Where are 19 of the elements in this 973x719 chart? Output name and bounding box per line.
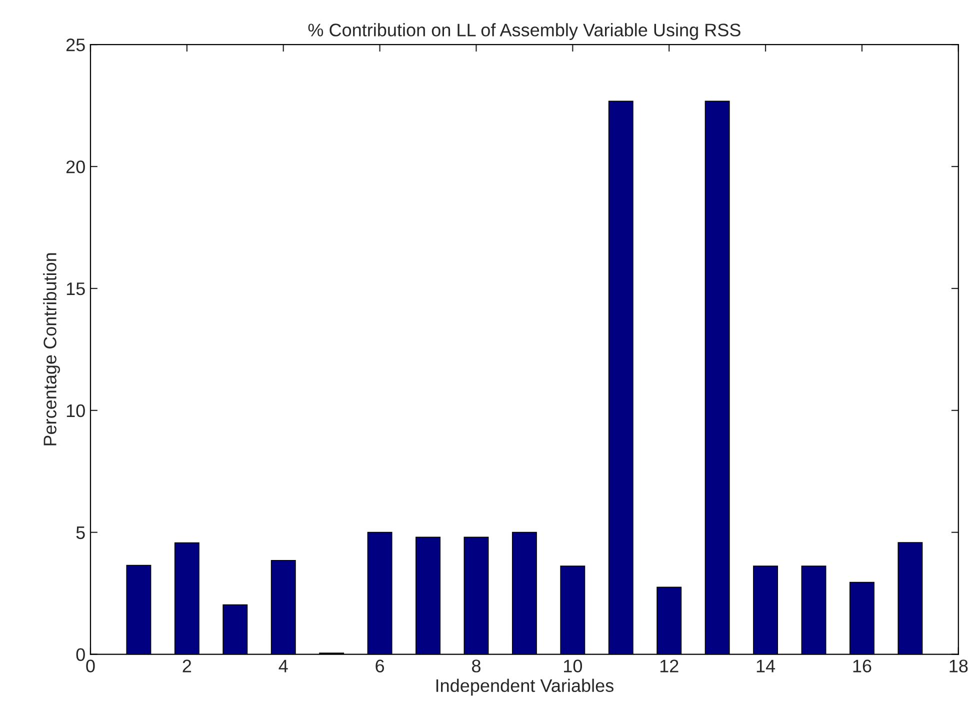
x-tick-label: 6 [376, 660, 384, 672]
chart-title: % Contribution on LL of Assembly Variable Using RSS [308, 23, 740, 40]
x-tick-label: 0 [86, 660, 95, 672]
y-tick-label: 25 [66, 38, 85, 52]
x-tick-label: 18 [950, 660, 968, 672]
x-tick-label: 2 [182, 660, 192, 672]
x-tick-label: 8 [472, 660, 480, 672]
x-tick-label: 12 [660, 660, 678, 672]
y-tick-label: 0 [76, 648, 85, 662]
y-tick-label: 15 [66, 282, 85, 296]
x-tick-label: 16 [853, 660, 872, 672]
y-tick-label: 20 [66, 160, 85, 174]
x-tick-label: 14 [756, 660, 776, 672]
y-tick-label: 5 [76, 526, 85, 540]
y-axis-title: Percentage Contribution [43, 253, 60, 446]
y-tick-label: 10 [66, 404, 85, 418]
x-tick-label: 10 [564, 660, 582, 672]
x-axis-title: Independent Variables [436, 678, 614, 696]
x-tick-label: 4 [278, 660, 288, 672]
